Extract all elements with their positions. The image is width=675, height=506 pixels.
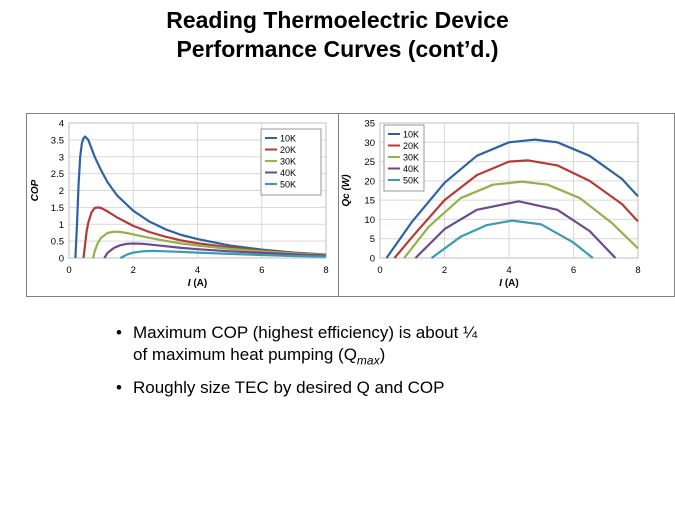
charts-frame: [26, 113, 675, 297]
cop-x-tick-label: 0: [66, 265, 71, 276]
cop-x-tick-label: 4: [195, 265, 200, 276]
cop-x-tick-label: 6: [259, 265, 264, 276]
bullet-1-line-1: Maximum COP (highest efficiency) is abou…: [133, 323, 478, 342]
title-line-1: Reading Thermoelectric Device: [166, 7, 509, 33]
qc-legend-label-40k: 40K: [403, 164, 419, 174]
cop-y-tick-label: 1: [59, 220, 64, 231]
bullet-1-subscript: max: [356, 353, 380, 368]
bullet-list: • Maximum COP (highest efficiency) is ab…: [116, 322, 636, 405]
bullet-1-line-2-text: of maximum heat pumping (Q: [133, 345, 357, 364]
cop-y-axis-label: COP: [30, 179, 41, 201]
cop-series-line-10k: [74, 135, 327, 259]
cop-x-axis-label: I (A): [188, 278, 207, 289]
qc-y-tick-label: 25: [364, 157, 375, 168]
slide-title: Reading Thermoelectric Device Performanc…: [0, 6, 675, 64]
cop-plot-area: [68, 122, 327, 259]
qc-y-tick-label: 35: [364, 119, 375, 130]
cop-y-tick-label: 0.5: [51, 237, 64, 248]
cop-legend-label-10k: 10K: [280, 134, 296, 144]
cop-x-tick-label: 2: [131, 265, 136, 276]
bullet-item-1: • Maximum COP (highest efficiency) is ab…: [116, 322, 636, 371]
cop-legend-label-20k: 20K: [280, 145, 296, 155]
cop-y-tick-label: 3.5: [51, 135, 64, 146]
title-line-2: Performance Curves (cont’d.): [176, 36, 499, 62]
qc-series-line-50k: [430, 219, 594, 259]
qc-y-tick-label: 0: [370, 254, 375, 265]
qc-y-axis-label: Qc (W): [341, 174, 352, 207]
bullet-2-text: Roughly size TEC by desired Q and COP: [133, 378, 445, 398]
cop-y-tick-label: 0: [59, 254, 64, 265]
bullet-1-line-2: of maximum heat pumping (Qmax): [133, 344, 636, 371]
qc-y-tick-label: 20: [364, 176, 375, 187]
bullet-1-line-2-end: ): [379, 345, 386, 364]
cop-series-line-30k: [92, 230, 327, 259]
cop-y-tick-label: 2.5: [51, 169, 64, 180]
cop-series-line-20k: [82, 206, 327, 259]
qc-series-line-10k: [385, 138, 639, 259]
qc-legend-label-10k: 10K: [403, 130, 419, 140]
cop-legend-label-50k: 50K: [280, 180, 296, 190]
qc-x-tick-label: 6: [571, 265, 576, 276]
cop-series-line-50k: [119, 249, 327, 259]
cop-x-tick-label: 8: [323, 265, 328, 276]
qc-legend-label-30k: 30K: [403, 153, 419, 163]
qc-legend-label-50k: 50K: [403, 176, 419, 186]
qc-x-tick-label: 8: [635, 265, 640, 276]
bullet-item-2: • Roughly size TEC by desired Q and COP: [116, 377, 636, 399]
qc-plot-area: [379, 122, 639, 259]
qc-y-tick-label: 5: [370, 234, 375, 245]
qc-x-tick-label: 2: [442, 265, 447, 276]
qc-x-tick-label: 4: [506, 265, 511, 276]
qc-y-tick-label: 15: [364, 196, 375, 207]
qc-x-tick-label: 0: [377, 265, 382, 276]
qc-series-line-30k: [403, 180, 639, 259]
qc-legend-label-20k: 20K: [403, 141, 419, 151]
charts-divider: [338, 113, 339, 297]
cop-y-tick-label: 4: [59, 119, 64, 130]
qc-y-tick-label: 30: [364, 138, 375, 149]
cop-series-line-40k: [103, 242, 327, 259]
qc-x-axis-label: I (A): [499, 278, 518, 289]
qc-y-tick-label: 10: [364, 215, 375, 226]
qc-series-line-20k: [393, 159, 639, 259]
bullet-symbol: •: [116, 378, 122, 398]
bullet-symbol: •: [116, 323, 122, 342]
cop-y-tick-label: 2: [59, 186, 64, 197]
qc-series-line-40k: [414, 200, 617, 259]
cop-y-tick-label: 3: [59, 152, 64, 163]
cop-legend-label-40k: 40K: [280, 168, 296, 178]
cop-y-tick-label: 1.5: [51, 203, 64, 214]
cop-legend-label-30k: 30K: [280, 157, 296, 167]
